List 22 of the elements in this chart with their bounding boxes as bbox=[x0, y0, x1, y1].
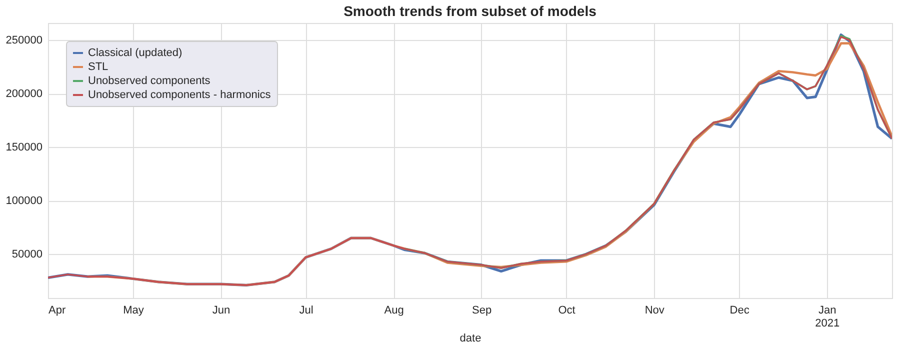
x-tick-label: Oct bbox=[558, 304, 576, 316]
y-tick-label: 200000 bbox=[6, 88, 42, 100]
y-tick-label: 100000 bbox=[6, 195, 42, 208]
x-tick-label: Nov bbox=[644, 304, 665, 316]
x-axis-title: date bbox=[460, 332, 482, 344]
x-tick-label: Jun bbox=[212, 304, 230, 316]
x-tick-label: Sep bbox=[472, 304, 492, 316]
x-tick-label: Jan 2021 bbox=[815, 304, 840, 330]
chart-title: Smooth trends from subset of models bbox=[344, 3, 597, 19]
line-series bbox=[404, 34, 892, 270]
x-tick-label: Jul bbox=[299, 304, 314, 316]
x-tick-label: Apr bbox=[48, 304, 66, 316]
legend-label: STL bbox=[88, 61, 108, 73]
y-tick-label: 150000 bbox=[6, 142, 42, 154]
y-tick-label: 50000 bbox=[12, 248, 42, 261]
y-tick-label: 250000 bbox=[6, 34, 42, 47]
x-tick-label: May bbox=[123, 304, 144, 316]
x-tick-label: Aug bbox=[384, 304, 404, 316]
x-tick-label: Dec bbox=[730, 304, 750, 316]
legend-label: Unobserved components bbox=[88, 75, 211, 87]
legend-label: Unobserved components - harmonics bbox=[88, 89, 272, 101]
legend-label: Classical (updated) bbox=[88, 47, 182, 59]
